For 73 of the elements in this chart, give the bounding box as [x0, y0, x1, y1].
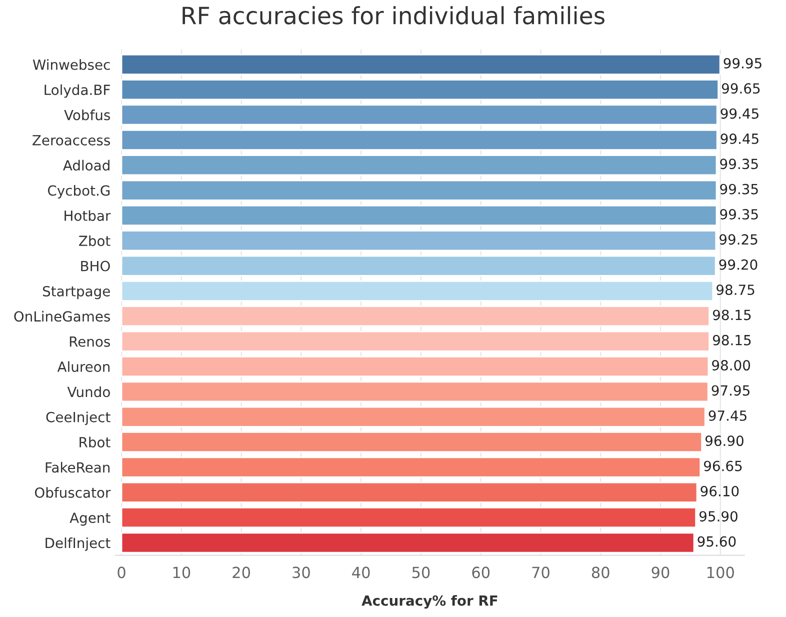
y-tick-label: BHO [81, 260, 110, 272]
y-tick-label: Zbot [79, 235, 110, 246]
bar [120, 507, 697, 528]
data-label: 97.45 [708, 410, 746, 421]
bar [120, 356, 710, 378]
y-tick-label: Vundo [67, 386, 110, 398]
bar [120, 129, 718, 150]
y-tick-label: Vobfus [64, 110, 110, 120]
bar [120, 482, 698, 503]
y-tick-label: OnLineGames [14, 310, 110, 322]
data-label: 96.10 [700, 486, 739, 496]
x-tick-label: 70 [532, 566, 550, 578]
bar [120, 154, 718, 176]
x-tick-label: 30 [292, 566, 310, 578]
y-tick-label: Startpage [42, 286, 110, 300]
y-tick-label: DelfInject [46, 537, 110, 551]
y-tick-label: Rbot [80, 436, 110, 448]
y-tick-label: Hotbar [64, 210, 111, 221]
y-tick-label: FakeRean [46, 462, 110, 473]
bar [120, 280, 714, 302]
data-label: 96.65 [704, 460, 742, 472]
x-tick-label: 50 [412, 566, 430, 578]
x-axis-title: Accuracy% for RF [362, 595, 498, 609]
x-tick-label: 90 [652, 566, 670, 578]
y-tick-label: Adload [63, 160, 110, 171]
bar [120, 532, 695, 554]
y-tick-label: Cycbot.G [48, 185, 110, 198]
bar [120, 104, 718, 126]
x-tick-label: 80 [592, 566, 610, 578]
data-label: 99.20 [719, 259, 758, 270]
x-tick-label: 10 [173, 566, 190, 578]
data-label: 99.35 [720, 158, 758, 170]
y-tick-label: Alureon [57, 361, 110, 372]
bar [120, 330, 710, 352]
data-label: 98.00 [712, 360, 750, 371]
data-label: 99.95 [724, 58, 762, 68]
y-tick-label: CeeInject [46, 412, 110, 426]
y-tick-label: Winwebsec [32, 59, 110, 70]
y-tick-label: Renos [70, 336, 110, 347]
bar [120, 230, 717, 252]
bar [120, 432, 703, 453]
data-label: 95.60 [698, 536, 736, 547]
data-label: 99.35 [720, 209, 758, 220]
x-tick-label: 100 [707, 566, 734, 578]
data-label: 99.65 [722, 83, 760, 94]
x-tick-label: 0 [118, 566, 126, 578]
x-tick-label: 20 [232, 566, 250, 578]
bar [120, 381, 709, 402]
chart-title: RF accuracies for individual families [182, 6, 604, 24]
data-label: 99.25 [720, 234, 758, 245]
bar [120, 456, 702, 478]
data-label: 97.95 [712, 385, 750, 396]
bar [120, 306, 710, 327]
bar [120, 255, 716, 276]
y-tick-label: Lolyda.BF [44, 84, 110, 98]
bar [120, 406, 706, 428]
y-tick-label: Obfuscator [34, 487, 111, 498]
bar [120, 54, 721, 75]
x-tick-label: 40 [352, 566, 370, 578]
y-tick-label: Zeroaccess [32, 135, 110, 146]
x-tick-label: 60 [472, 566, 490, 578]
bar [120, 204, 718, 226]
data-label: 99.45 [720, 134, 758, 144]
data-label: 98.75 [716, 284, 754, 296]
data-label: 96.90 [705, 436, 744, 446]
data-label: 99.35 [720, 184, 758, 194]
data-label: 95.90 [699, 511, 738, 522]
data-label: 98.15 [712, 310, 751, 320]
y-tick-label: Agent [70, 512, 110, 526]
bar [120, 79, 719, 100]
bar [120, 180, 718, 201]
data-label: 99.45 [720, 108, 758, 119]
data-label: 98.15 [712, 334, 751, 346]
